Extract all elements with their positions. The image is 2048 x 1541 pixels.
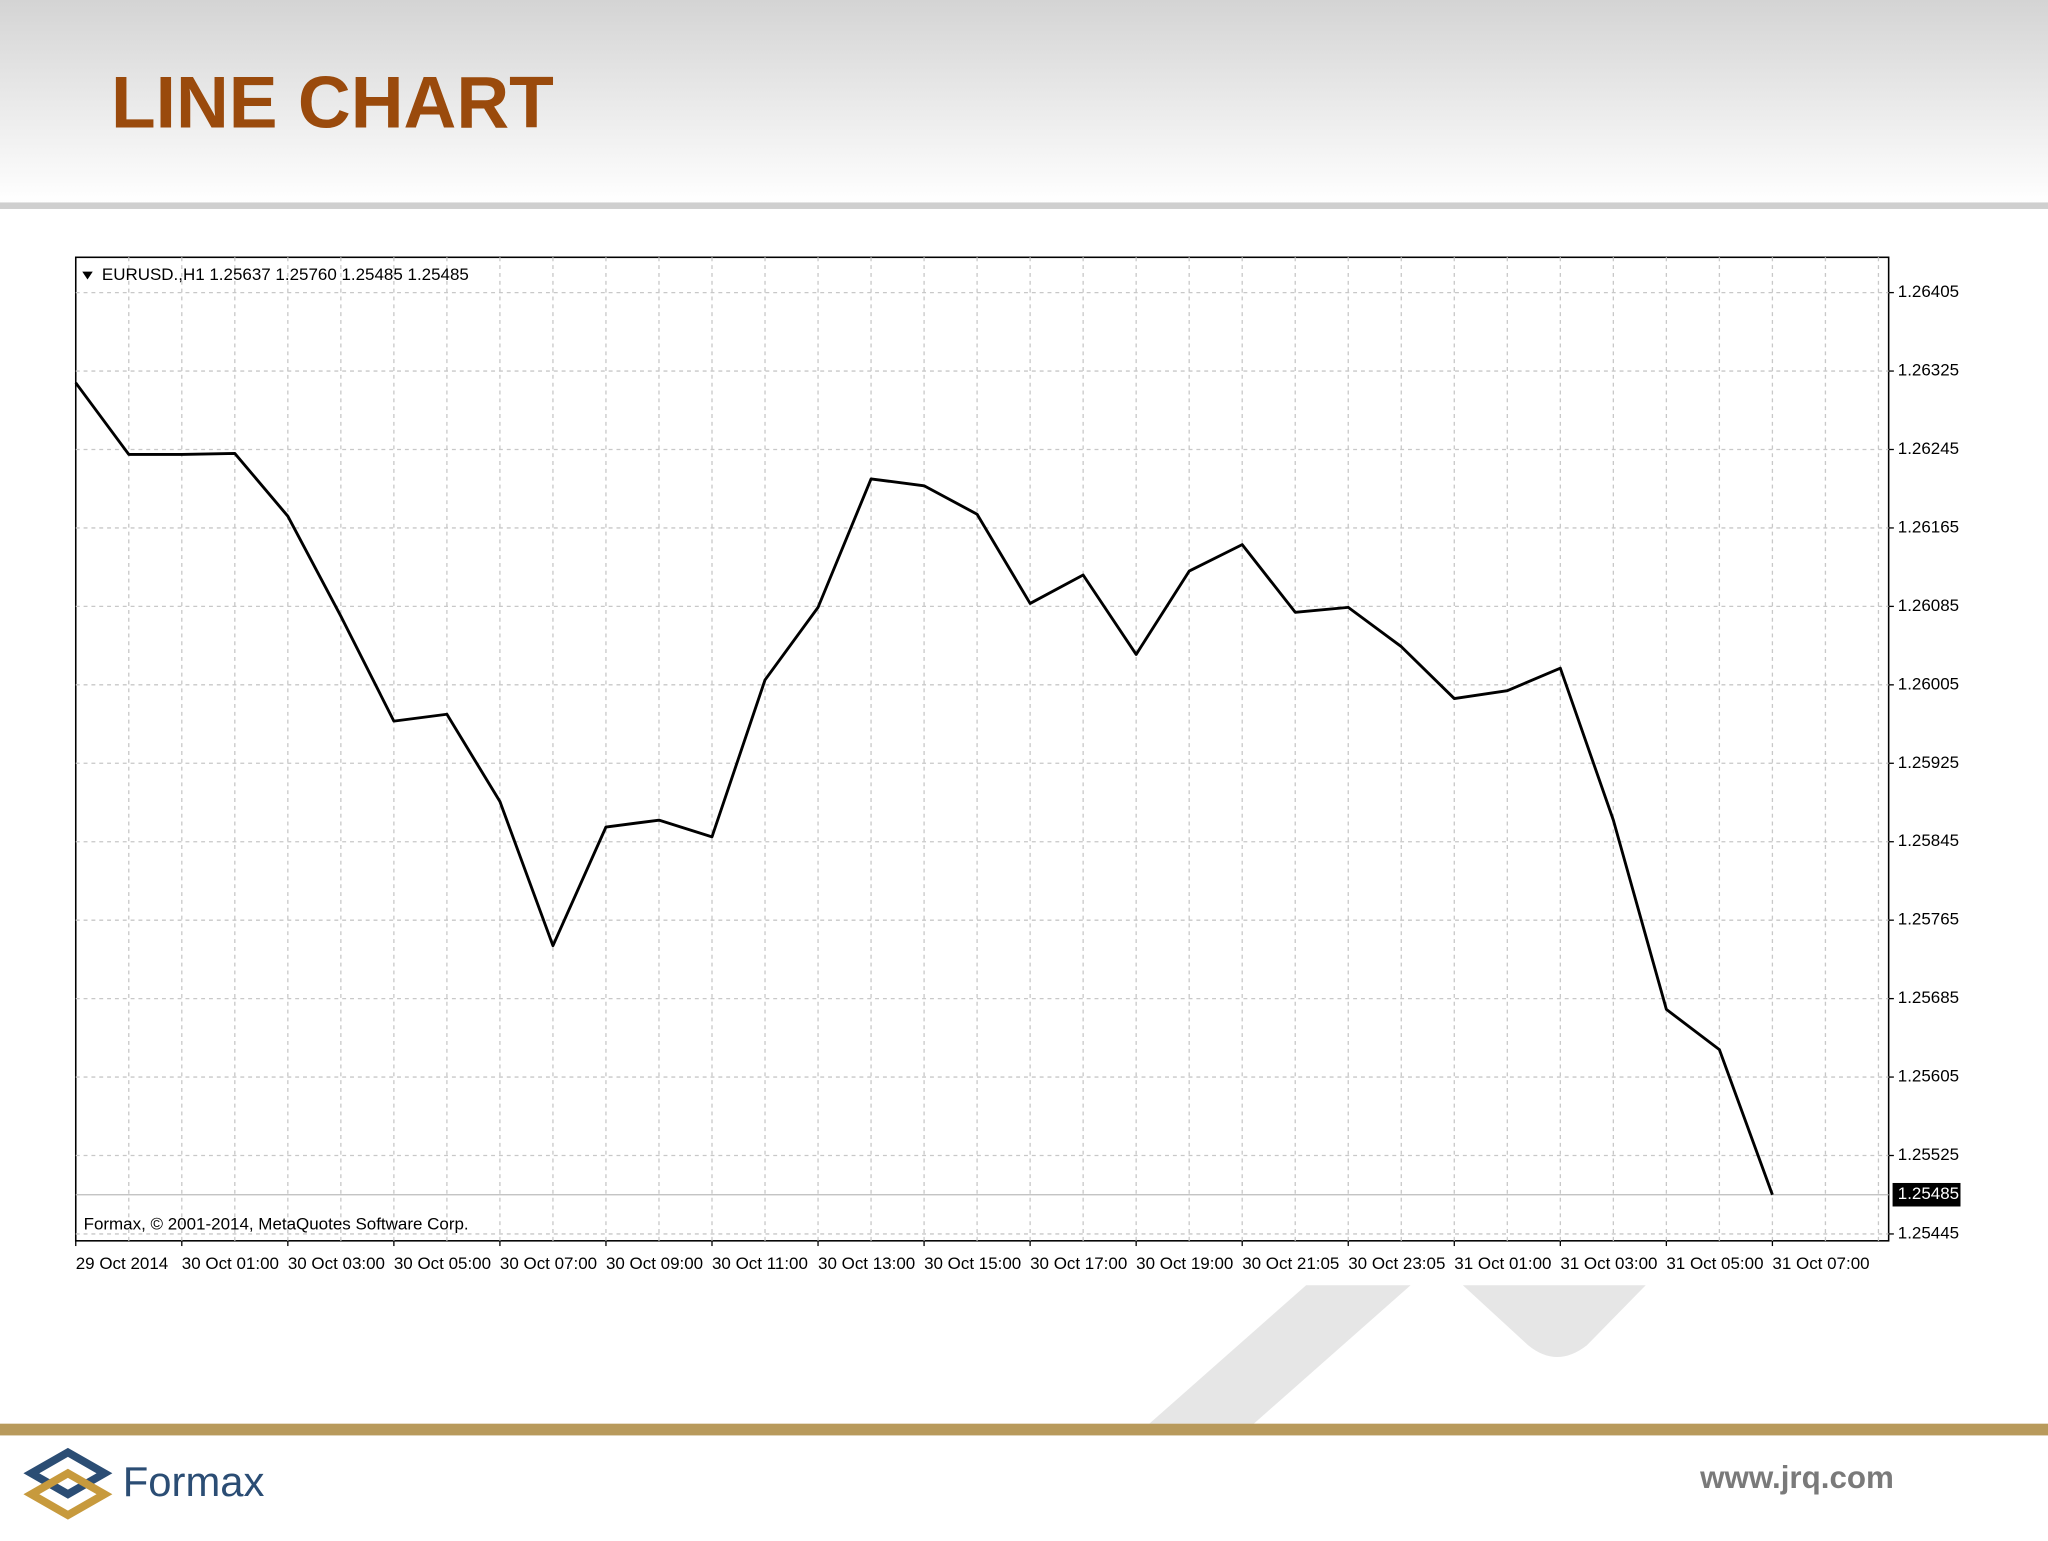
y-tick-label: 1.26085 bbox=[1898, 596, 1959, 615]
x-tick-label: 30 Oct 11:00 bbox=[712, 1254, 808, 1273]
watermark bbox=[1462, 1285, 1646, 1358]
x-tick-label: 31 Oct 05:00 bbox=[1666, 1254, 1763, 1273]
header-rule bbox=[0, 202, 2048, 209]
x-tick-label: 30 Oct 15:00 bbox=[924, 1254, 1021, 1273]
y-tick-label: 1.25685 bbox=[1898, 988, 1959, 1007]
plot-area bbox=[74, 256, 1890, 1242]
watermark bbox=[1149, 1285, 1411, 1424]
slide-title: LINE CHART bbox=[111, 63, 554, 144]
x-tick-label: 30 Oct 19:00 bbox=[1136, 1254, 1233, 1273]
y-tick-label: 1.25765 bbox=[1898, 910, 1959, 929]
x-tick-label: 30 Oct 09:00 bbox=[606, 1254, 703, 1273]
y-tick-label: 1.26325 bbox=[1898, 361, 1959, 380]
x-tick-label: 31 Oct 03:00 bbox=[1560, 1254, 1657, 1273]
y-tick-label: 1.25605 bbox=[1898, 1067, 1959, 1086]
x-tick-label: 31 Oct 07:00 bbox=[1772, 1254, 1869, 1273]
y-tick-label: 1.25925 bbox=[1898, 753, 1959, 772]
y-tick-label: 1.26165 bbox=[1898, 517, 1959, 536]
menu-arrow bbox=[82, 271, 93, 280]
y-tick-label: 1.25445 bbox=[1898, 1223, 1959, 1242]
url: www.jrq.com bbox=[1699, 1460, 1894, 1495]
x-tick-label: 30 Oct 03:00 bbox=[288, 1254, 385, 1273]
annotation: Formax, © 2001-2014, MetaQuotes Software… bbox=[84, 1215, 469, 1234]
x-tick-label: 30 Oct 05:00 bbox=[394, 1254, 491, 1273]
x-tick-label: 30 Oct 07:00 bbox=[500, 1254, 597, 1273]
x-tick-label: 31 Oct 01:00 bbox=[1454, 1254, 1551, 1273]
y-tick-label: 1.26405 bbox=[1898, 282, 1959, 301]
x-tick-label: 30 Oct 21:05 bbox=[1242, 1254, 1339, 1273]
y-tick-label: 1.25845 bbox=[1898, 831, 1959, 850]
header-band bbox=[0, 0, 2048, 204]
current-price-box bbox=[1892, 1182, 1961, 1207]
x-tick-label: 30 Oct 17:00 bbox=[1030, 1254, 1127, 1273]
y-tick-label: 1.26245 bbox=[1898, 439, 1959, 458]
x-tick-label: 30 Oct 23:05 bbox=[1348, 1254, 1445, 1273]
price-line bbox=[74, 381, 1774, 1196]
y-tick-label: 1.25525 bbox=[1898, 1145, 1959, 1164]
x-tick-label: 29 Oct 2014 bbox=[76, 1254, 168, 1273]
x-tick-label: 30 Oct 13:00 bbox=[818, 1254, 915, 1273]
logo bbox=[23, 1447, 113, 1520]
y-tick-label: 1.26005 bbox=[1898, 674, 1959, 693]
current-price-label: 1.25485 bbox=[1898, 1184, 1959, 1203]
x-tick-label: 30 Oct 01:00 bbox=[182, 1254, 279, 1273]
chart-subtitle: EURUSD.,H1 1.25637 1.25760 1.25485 1.254… bbox=[102, 265, 469, 284]
brand: Formax bbox=[123, 1458, 265, 1505]
footer-rule bbox=[0, 1423, 2048, 1436]
